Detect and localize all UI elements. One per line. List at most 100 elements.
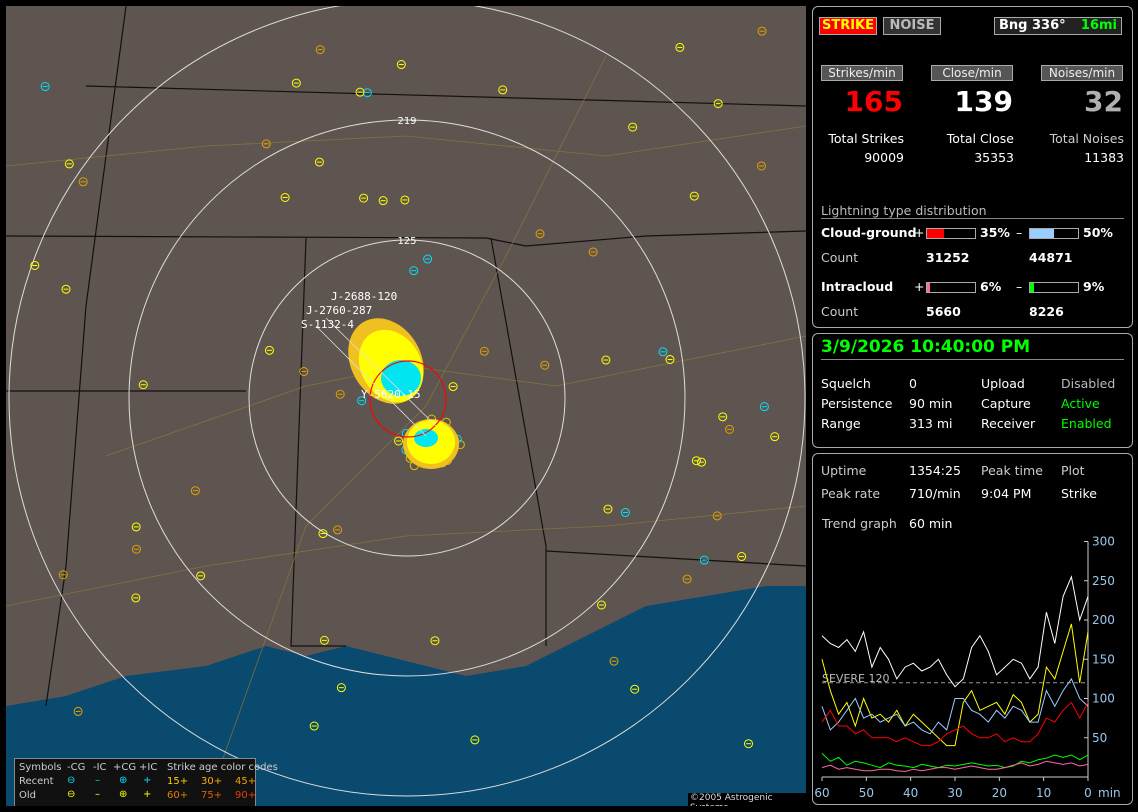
age-code: 60+	[167, 790, 189, 801]
strike-symbol	[314, 157, 324, 167]
neg-cg-bar	[1029, 228, 1079, 239]
strike-symbol	[309, 721, 319, 731]
x-tick-label: 10	[1036, 786, 1051, 800]
x-tick-label: 0	[1084, 786, 1092, 800]
storm-tracks	[315, 317, 437, 437]
distance: 16mi	[1080, 18, 1117, 33]
strikes-per-min-value: 165	[844, 85, 903, 118]
status-v: 313 mi	[909, 416, 953, 431]
strike-symbol	[40, 82, 50, 92]
strike-symbol	[394, 436, 404, 446]
strike-symbol	[603, 504, 613, 514]
status-k: Persistence	[821, 396, 893, 411]
minus-sign: –	[1016, 225, 1023, 240]
range-ring-label: 219	[397, 116, 416, 127]
strike-symbol	[73, 706, 83, 716]
trend-series-line	[821, 701, 1089, 747]
legend-age-title: Strike age color codes	[167, 762, 278, 773]
strike-symbol	[596, 600, 606, 610]
strike-symbol	[609, 656, 619, 666]
range-ring	[248, 239, 566, 557]
strike-symbol	[588, 247, 598, 257]
x-tick-label: 50	[859, 786, 874, 800]
neg-ic-bar	[1029, 282, 1079, 293]
count-label: Count	[821, 250, 859, 265]
age-code: 90+	[235, 790, 257, 801]
status-v: 0	[909, 376, 917, 391]
cloud-ground-label: Cloud-ground	[821, 225, 917, 240]
strike-symbol	[64, 159, 74, 169]
strike-symbol	[448, 382, 458, 392]
map-legend: Symbols -CG -IC +CG +IC Strike age color…	[14, 758, 278, 806]
close-range-circle	[369, 360, 447, 438]
strike-symbol	[770, 432, 780, 442]
neg-cg-count: 44871	[1029, 250, 1073, 265]
strike-symbol	[131, 593, 141, 603]
strike-symbol	[409, 266, 419, 276]
strike-symbol	[470, 735, 480, 745]
strike-symbol	[196, 571, 206, 581]
strikes-per-min-button[interactable]: Strikes/min	[821, 65, 903, 81]
severe-threshold-label: SEVERE 120	[822, 672, 890, 685]
storm-cells	[348, 318, 459, 469]
total-noises: 11383	[1084, 150, 1124, 165]
status-k: Squelch	[821, 376, 871, 391]
range-ring	[8, 6, 806, 797]
total-close-label: Total Close	[946, 131, 1014, 146]
status-k2: Upload	[981, 376, 1025, 391]
plot-value[interactable]: Strike	[1061, 486, 1097, 501]
peak-rate: 710/min	[909, 486, 961, 501]
strike-symbol	[665, 355, 675, 365]
legend-pos-cg: +CG	[113, 762, 137, 773]
strike-symbol	[658, 347, 668, 357]
y-tick-label: 300	[1092, 535, 1115, 549]
uptime-label: Uptime	[821, 463, 867, 478]
noise-mode-button[interactable]: NOISE	[883, 17, 941, 35]
strike-symbol	[675, 42, 685, 52]
state-borders	[6, 6, 806, 707]
strike-symbol	[400, 195, 410, 205]
y-tick-label: 150	[1092, 652, 1115, 666]
strike-symbol	[691, 456, 701, 466]
strike-symbol	[725, 424, 735, 434]
strike-symbol	[759, 402, 769, 412]
strike-symbol	[697, 457, 707, 467]
age-code: 15+	[167, 776, 189, 787]
trend-series-line	[821, 575, 1089, 688]
strike-symbol	[261, 139, 271, 149]
recent-pos-ic-icon: +	[143, 775, 152, 786]
strike-symbol	[355, 87, 365, 97]
pos-cg-bar	[926, 228, 976, 239]
legend-symbols-label: Symbols	[19, 762, 62, 773]
strike-symbol	[699, 555, 709, 565]
intracloud-label: Intracloud	[821, 279, 894, 294]
close-per-min-button[interactable]: Close/min	[931, 65, 1013, 81]
strike-symbol	[540, 360, 550, 370]
strike-symbol	[336, 683, 346, 693]
noises-per-min-button[interactable]: Noises/min	[1041, 65, 1123, 81]
strike-symbol	[712, 511, 722, 521]
strike-symbol	[744, 739, 754, 749]
legend-neg-ic: -IC	[93, 762, 107, 773]
storm-label: J-2760-287	[306, 304, 372, 317]
strike-symbol	[498, 85, 508, 95]
strike-symbol	[359, 193, 369, 203]
count-label: Count	[821, 304, 859, 319]
strike-symbol	[620, 508, 630, 518]
status-k2: Receiver	[981, 416, 1036, 431]
status-k2: Capture	[981, 396, 1031, 411]
plus-sign: +	[914, 225, 925, 240]
status-v2: Active	[1061, 396, 1100, 411]
total-noises-label: Total Noises	[1049, 131, 1124, 146]
strike-symbol	[689, 191, 699, 201]
strike-symbol	[299, 367, 309, 377]
peak-time: 9:04 PM	[981, 486, 1032, 501]
pos-ic-count: 5660	[926, 304, 961, 319]
uptime: 1354:25	[909, 463, 961, 478]
plus-sign: +	[914, 279, 925, 294]
strike-mode-button[interactable]: STRIKE	[819, 17, 877, 35]
strike-symbol	[737, 552, 747, 562]
strike-symbol	[713, 99, 723, 109]
